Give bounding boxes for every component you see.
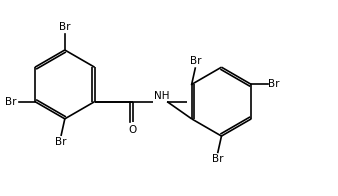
- Text: NH: NH: [153, 91, 169, 101]
- Text: Br: Br: [55, 137, 67, 147]
- Text: Br: Br: [268, 79, 280, 89]
- Text: Br: Br: [59, 22, 71, 32]
- Text: O: O: [128, 125, 137, 135]
- Text: Br: Br: [5, 97, 17, 107]
- Text: Br: Br: [190, 56, 201, 66]
- Text: Br: Br: [212, 154, 224, 164]
